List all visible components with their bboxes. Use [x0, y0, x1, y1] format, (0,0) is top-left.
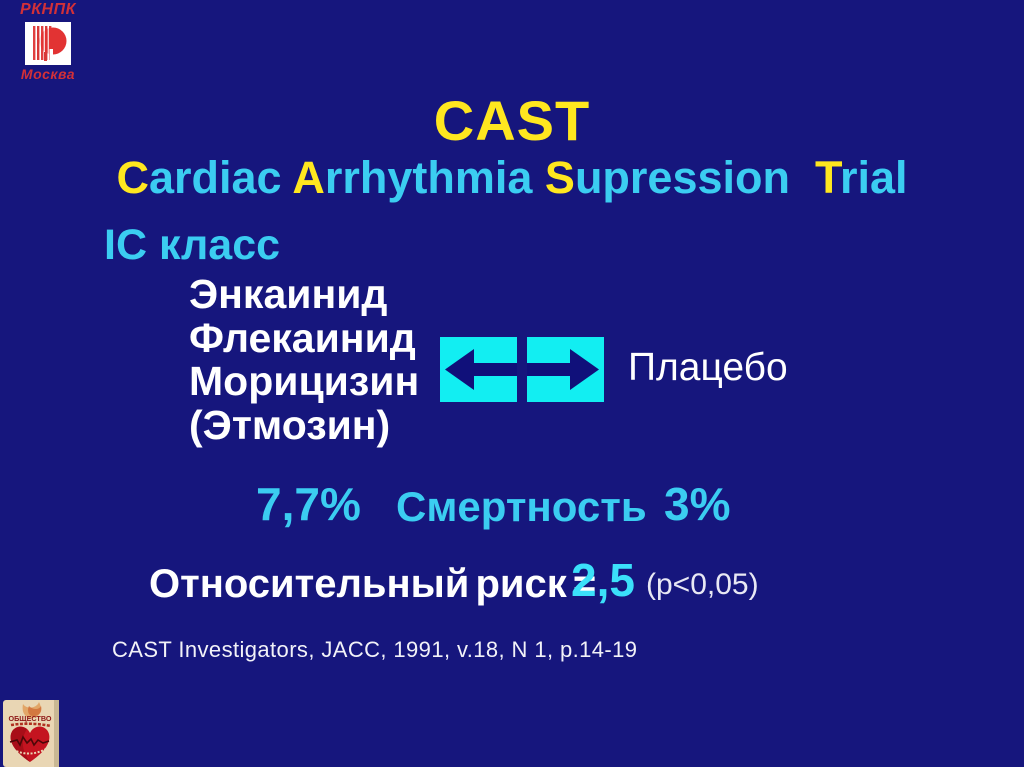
right-arrow-box: [527, 337, 604, 402]
rknpk-emblem-graphic: [27, 24, 69, 63]
drug-item-moricizin: Морицизин: [189, 358, 420, 404]
treatment-mortality-value: 7,7%: [256, 478, 361, 530]
drug-list: Энкаинид Флекаинид Морицизин (Этмозин): [189, 271, 420, 448]
subtitle-word-rrhythmia: rrhythmia: [324, 152, 545, 203]
subtitle-letter-s: S: [544, 152, 575, 203]
relative-risk-label: Относительный риск =: [149, 562, 597, 606]
relative-risk-value: 2,5: [571, 554, 635, 606]
rknpk-emblem-icon: [25, 22, 71, 65]
mortality-label: Смертность: [396, 483, 647, 530]
society-heart-icon: ОБЩЕСТВО: [3, 700, 59, 767]
right-arrow-icon: [527, 349, 599, 390]
left-arrow-icon: [445, 349, 517, 390]
placebo-label: Плацебо: [628, 346, 788, 389]
subtitle-letter-a: A: [292, 152, 325, 203]
slide-title: CAST: [433, 89, 591, 152]
subtitle-word-upression: upression: [574, 152, 815, 203]
left-arrow-box: [440, 337, 517, 402]
subtitle-word-ardiac: ardiac: [148, 152, 293, 203]
slide-subtitle: Cardiac Arrhythmia Supression Trial: [0, 155, 1024, 200]
society-logo: ОБЩЕСТВО: [3, 700, 59, 767]
subtitle-word-rial: rial: [840, 152, 908, 203]
ic-class-label: IC класс: [104, 221, 281, 269]
society-logo-text: ОБЩЕСТВО: [9, 714, 52, 723]
subtitle-letter-t: T: [815, 152, 841, 203]
randomization-arrows-graphic: [440, 337, 604, 402]
placebo-mortality-value: 3%: [664, 478, 731, 530]
drug-item-flekainid: Флекаинид: [189, 314, 416, 361]
rknpk-logo-city: Москва: [20, 66, 76, 82]
drug-item-enkainid: Энкаинид: [189, 271, 388, 317]
subtitle-letter-c: C: [116, 152, 149, 203]
citation: CAST Investigators, JACC, 1991, v.18, N …: [112, 637, 638, 662]
drug-item-etmozin: (Этмозин): [189, 401, 391, 448]
rknpk-logo: РКНПК Москва: [10, 1, 86, 82]
p-value: (p<0,05): [646, 568, 759, 601]
rknpk-logo-title: РКНПК: [20, 1, 76, 18]
